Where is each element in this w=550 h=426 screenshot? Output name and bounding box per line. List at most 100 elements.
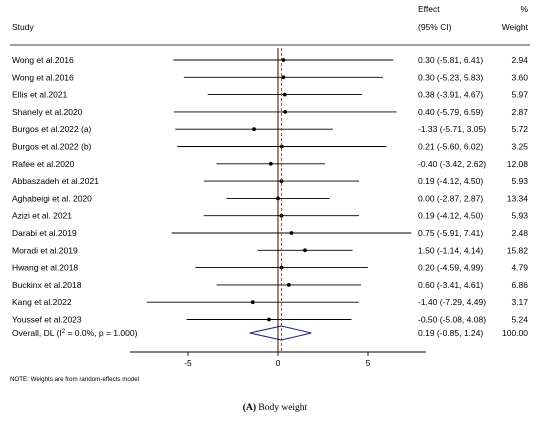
study-row: Darabi et al.2019 0.75 (-5.91, 7.41) 2.48 (12, 228, 528, 238)
overall-label-suffix: = 0.0%, p = 1.000) (65, 328, 137, 338)
study-label: Burgos et al.2022 (b) (12, 142, 92, 152)
weight-value: 5.93 (511, 176, 528, 186)
effect-point (289, 231, 294, 235)
ci-text: 0.60 (-3.41, 4.61) (418, 280, 483, 290)
effect-point (268, 161, 273, 166)
study-label: Burgos et al.2022 (a) (12, 124, 92, 134)
study-row: Hwang et al.2018 0.20 (-4.59, 4.99) 4.79 (12, 263, 528, 273)
ci-text: 0.40 (-5.79, 6.59) (418, 107, 483, 117)
effect-point (279, 144, 284, 149)
study-row: Buckinx et al.2018 0.60 (-3.41, 4.61) 6.86 (12, 280, 528, 290)
study-row: Azizi et al. 2021 0.19 (-4.12, 4.50) 5.93 (12, 211, 528, 221)
study-label: Buckinx et al.2018 (12, 280, 82, 290)
header-ci: (95% CI) (418, 22, 452, 32)
study-label: Abbaszadeh et al.2021 (12, 176, 99, 186)
study-row: Abbaszadeh et al.2021 0.19 (-4.12, 4.50) 5… (12, 176, 528, 186)
ci-text: -0.50 (-5.08, 4.08) (418, 315, 486, 325)
weight-value: 4.79 (511, 263, 528, 273)
study-label: Wong et al.2016 (12, 72, 74, 82)
ci-text: 0.00 (-2.87, 2.87) (418, 193, 483, 203)
effect-point (279, 179, 284, 184)
study-label: Wong et al.2016 (12, 55, 74, 65)
figure-caption: (A) Body weight (243, 402, 308, 413)
study-label: Hwang et al.2018 (12, 263, 78, 273)
x-tick-label: 0 (276, 358, 281, 368)
overall-ci-text: 0.19 (-0.85, 1.24) (418, 328, 483, 338)
header-percent: % (520, 4, 528, 14)
study-row: Wong et al.2016 0.30 (-5.23, 5.83) 3.60 (12, 72, 528, 82)
weight-value: 2.94 (511, 55, 528, 65)
weight-value: 6.86 (511, 280, 528, 290)
study-rows: Wong et al.2016 0.30 (-5.81, 6.41) 2.94Won… (12, 55, 528, 341)
weight-value: 5.24 (511, 315, 528, 325)
effect-point (282, 92, 287, 97)
weight-value: 5.97 (511, 90, 528, 100)
header-study: Study (12, 22, 34, 32)
effect-point (283, 110, 288, 114)
overall-label-prefix: Overall, DL (I (12, 328, 62, 338)
weight-value: 2.48 (511, 228, 528, 238)
effect-point (250, 300, 255, 305)
weight-value: 12.08 (507, 159, 529, 169)
overall-weight: 100.00 (502, 328, 528, 338)
x-axis: -5 0 5 (130, 48, 426, 368)
ci-text: -1.33 (-5.71, 3.05) (418, 124, 486, 134)
ci-text: 0.30 (-5.81, 6.41) (418, 55, 483, 65)
ci-text: -1.40 (-7.29, 4.49) (418, 297, 486, 307)
effect-point (286, 283, 291, 287)
overall-diamond (249, 325, 312, 341)
x-tick-label: -5 (184, 358, 192, 368)
study-row: Wong et al.2016 0.30 (-5.81, 6.41) 2.94 (12, 55, 528, 65)
study-label: Shanely et al.2020 (12, 107, 83, 117)
caption-label: (A) (243, 402, 256, 413)
x-tick-label: 5 (366, 358, 371, 368)
overall-label: Overall, DL (I2 = 0.0%, p = 1.000) (12, 328, 138, 338)
study-row: Youssef et al.2023 -0.50 (-5.08, 4.08) 5.2… (12, 315, 528, 325)
weight-value: 5.72 (511, 124, 528, 134)
effect-point (279, 265, 284, 270)
weight-value: 5.93 (511, 211, 528, 221)
effect-point (281, 58, 286, 62)
caption-text: Body weight (256, 403, 308, 413)
weight-value: 3.25 (511, 142, 528, 152)
ci-text: 0.38 (-3.91, 4.67) (418, 90, 483, 100)
study-label: Ellis et al.2021 (12, 90, 68, 100)
weight-value: 2.87 (511, 107, 528, 117)
study-label: Youssef et al.2023 (12, 315, 82, 325)
ci-text: 0.19 (-4.12, 4.50) (418, 176, 483, 186)
effect-point (267, 317, 271, 322)
effect-point (303, 248, 307, 253)
effect-point (252, 127, 256, 132)
study-label: Rafee et al.2020 (12, 159, 75, 169)
study-label: Darabi et al.2019 (12, 228, 77, 238)
study-label: Azizi et al. 2021 (12, 211, 72, 221)
weight-value: 15.82 (507, 245, 529, 255)
study-row: Burgos et al.2022 (a) -1.33 (-5.71, 3.05)… (12, 124, 528, 134)
header-effect: Effect (418, 4, 440, 14)
effect-point (281, 75, 286, 80)
ci-text: 0.19 (-4.12, 4.50) (418, 211, 483, 221)
study-row: Kang et al.2022 -1.40 (-7.29, 4.49) 3.17 (12, 297, 528, 307)
overall-label-sup: 2 (62, 329, 66, 335)
header-weight: Weight (502, 22, 529, 32)
study-row: Burgos et al.2022 (b) 0.21 (-5.60, 6.02) 3… (12, 142, 528, 152)
ci-text: 1.50 (-1.14, 4.14) (418, 245, 483, 255)
ci-text: 0.21 (-5.60, 6.02) (418, 142, 483, 152)
weights-note: NOTE: Weights are from random-effects mo… (10, 376, 139, 383)
study-row: Shanely et al.2020 0.40 (-5.79, 6.59) 2.87 (12, 107, 528, 117)
study-label: Kang et al.2022 (12, 297, 72, 307)
weight-value: 3.60 (511, 72, 528, 82)
weight-value: 3.17 (511, 297, 528, 307)
study-row: Aghabeigi et al. 2020 0.00 (-2.87, 2.87) 1… (12, 193, 528, 203)
weight-value: 13.34 (507, 193, 529, 203)
ci-text: 0.75 (-5.91, 7.41) (418, 228, 483, 238)
ci-text: 0.30 (-5.23, 5.83) (418, 72, 483, 82)
study-row: Ellis et al.2021 0.38 (-3.91, 4.67) 5.97 (12, 90, 528, 100)
study-label: Aghabeigi et al. 2020 (12, 193, 92, 203)
ci-text: 0.20 (-4.59, 4.99) (418, 263, 483, 273)
ci-text: -0.40 (-3.42, 2.62) (418, 159, 486, 169)
study-row: Rafee et al.2020 -0.40 (-3.42, 2.62) 12.08 (12, 159, 528, 169)
study-row: Moradi et al.2019 1.50 (-1.14, 4.14) 15.82 (12, 245, 528, 255)
study-label: Moradi et al.2019 (12, 245, 78, 255)
